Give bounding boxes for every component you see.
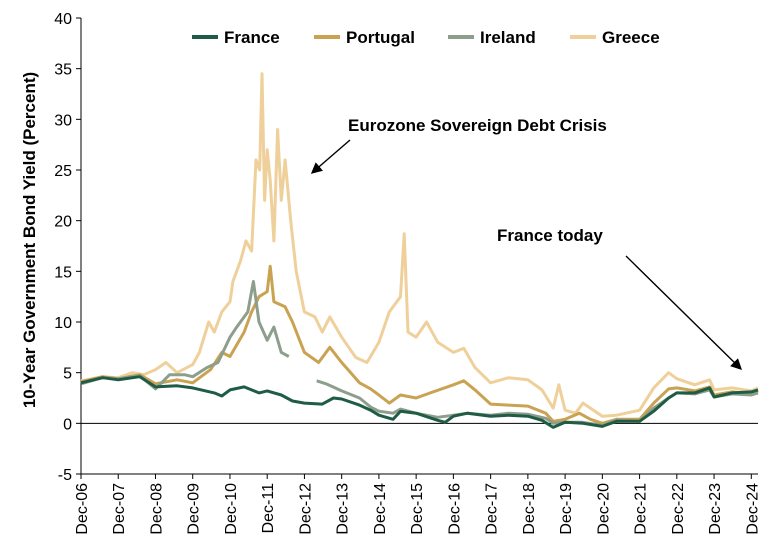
y-tick-label: 5 xyxy=(63,366,72,383)
legend: France Portugal Ireland Greece xyxy=(192,28,660,47)
legend-label-france: France xyxy=(224,28,280,47)
x-tick-label: Dec-17 xyxy=(484,483,501,535)
x-tick-label: Dec-10 xyxy=(223,483,240,535)
x-tick-label: Dec-18 xyxy=(521,483,538,535)
annotations-layer: Eurozone Sovereign Debt Crisis France to… xyxy=(310,116,742,370)
y-tick-label: -5 xyxy=(58,467,72,484)
x-tick-label: Dec-15 xyxy=(409,483,426,535)
y-tick-label: 25 xyxy=(54,163,72,180)
annotation-france-today: France today xyxy=(497,226,603,245)
x-tick-label: Dec-16 xyxy=(446,483,463,535)
legend-label-portugal: Portugal xyxy=(346,28,415,47)
legend-label-greece: Greece xyxy=(602,28,660,47)
y-tick-label: 40 xyxy=(54,11,72,28)
x-tick-label: Dec-24 xyxy=(744,483,761,535)
x-tick-label: Dec-19 xyxy=(558,483,575,535)
y-tick-label: 20 xyxy=(54,214,72,231)
series-line-greece xyxy=(80,72,759,418)
series-line-france xyxy=(80,375,759,429)
series-layer xyxy=(80,72,759,429)
y-tick-label: 10 xyxy=(54,315,72,332)
x-tick-label: Dec-09 xyxy=(186,483,203,535)
y-axis-title: 10-Year Government Bond Yield (Percent) xyxy=(20,72,39,408)
y-tick-label: 15 xyxy=(54,264,72,281)
y-tick-label: 30 xyxy=(54,112,72,129)
annotation-debt-crisis: Eurozone Sovereign Debt Crisis xyxy=(348,116,607,135)
x-tick-label: Dec-21 xyxy=(633,483,650,535)
y-tick-label: 35 xyxy=(54,62,72,79)
legend-label-ireland: Ireland xyxy=(480,28,536,47)
y-tick-label: 0 xyxy=(63,416,72,433)
x-tick-label: Dec-11 xyxy=(260,483,277,533)
annotation-debt-crisis-arrow xyxy=(310,139,351,174)
x-tick-label: Dec-08 xyxy=(148,483,165,535)
x-tick-label: Dec-12 xyxy=(297,483,314,535)
axes-layer: -5 0 5 10 15 20 25 30 35 40 Dec-06 Dec-07 Dec-08 Dec-… xyxy=(54,11,761,535)
series-line-ireland xyxy=(80,280,759,427)
x-tick-label: Dec-07 xyxy=(111,483,128,535)
x-tick-label: Dec-22 xyxy=(670,483,687,535)
x-tick-label: Dec-23 xyxy=(707,483,724,535)
x-tick-label: Dec-06 xyxy=(74,483,91,535)
x-tick-label: Dec-13 xyxy=(335,483,352,535)
annotation-france-today-arrow xyxy=(625,255,742,370)
x-tick-label: Dec-20 xyxy=(595,483,612,535)
x-tick-label: Dec-14 xyxy=(372,483,389,535)
series-line-portugal xyxy=(80,264,759,425)
